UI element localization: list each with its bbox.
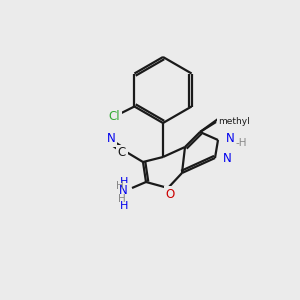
Text: -H: -H <box>235 138 247 148</box>
Text: N: N <box>226 131 235 145</box>
Text: C: C <box>118 146 126 160</box>
Text: O: O <box>165 188 175 200</box>
Text: H: H <box>118 194 126 204</box>
Text: H: H <box>116 181 124 191</box>
Text: H
N
H: H N H <box>120 177 128 211</box>
Text: N: N <box>119 184 128 197</box>
Text: N: N <box>223 152 232 164</box>
Text: methyl: methyl <box>218 116 250 125</box>
Text: Cl: Cl <box>109 110 120 123</box>
Text: N: N <box>106 133 116 146</box>
